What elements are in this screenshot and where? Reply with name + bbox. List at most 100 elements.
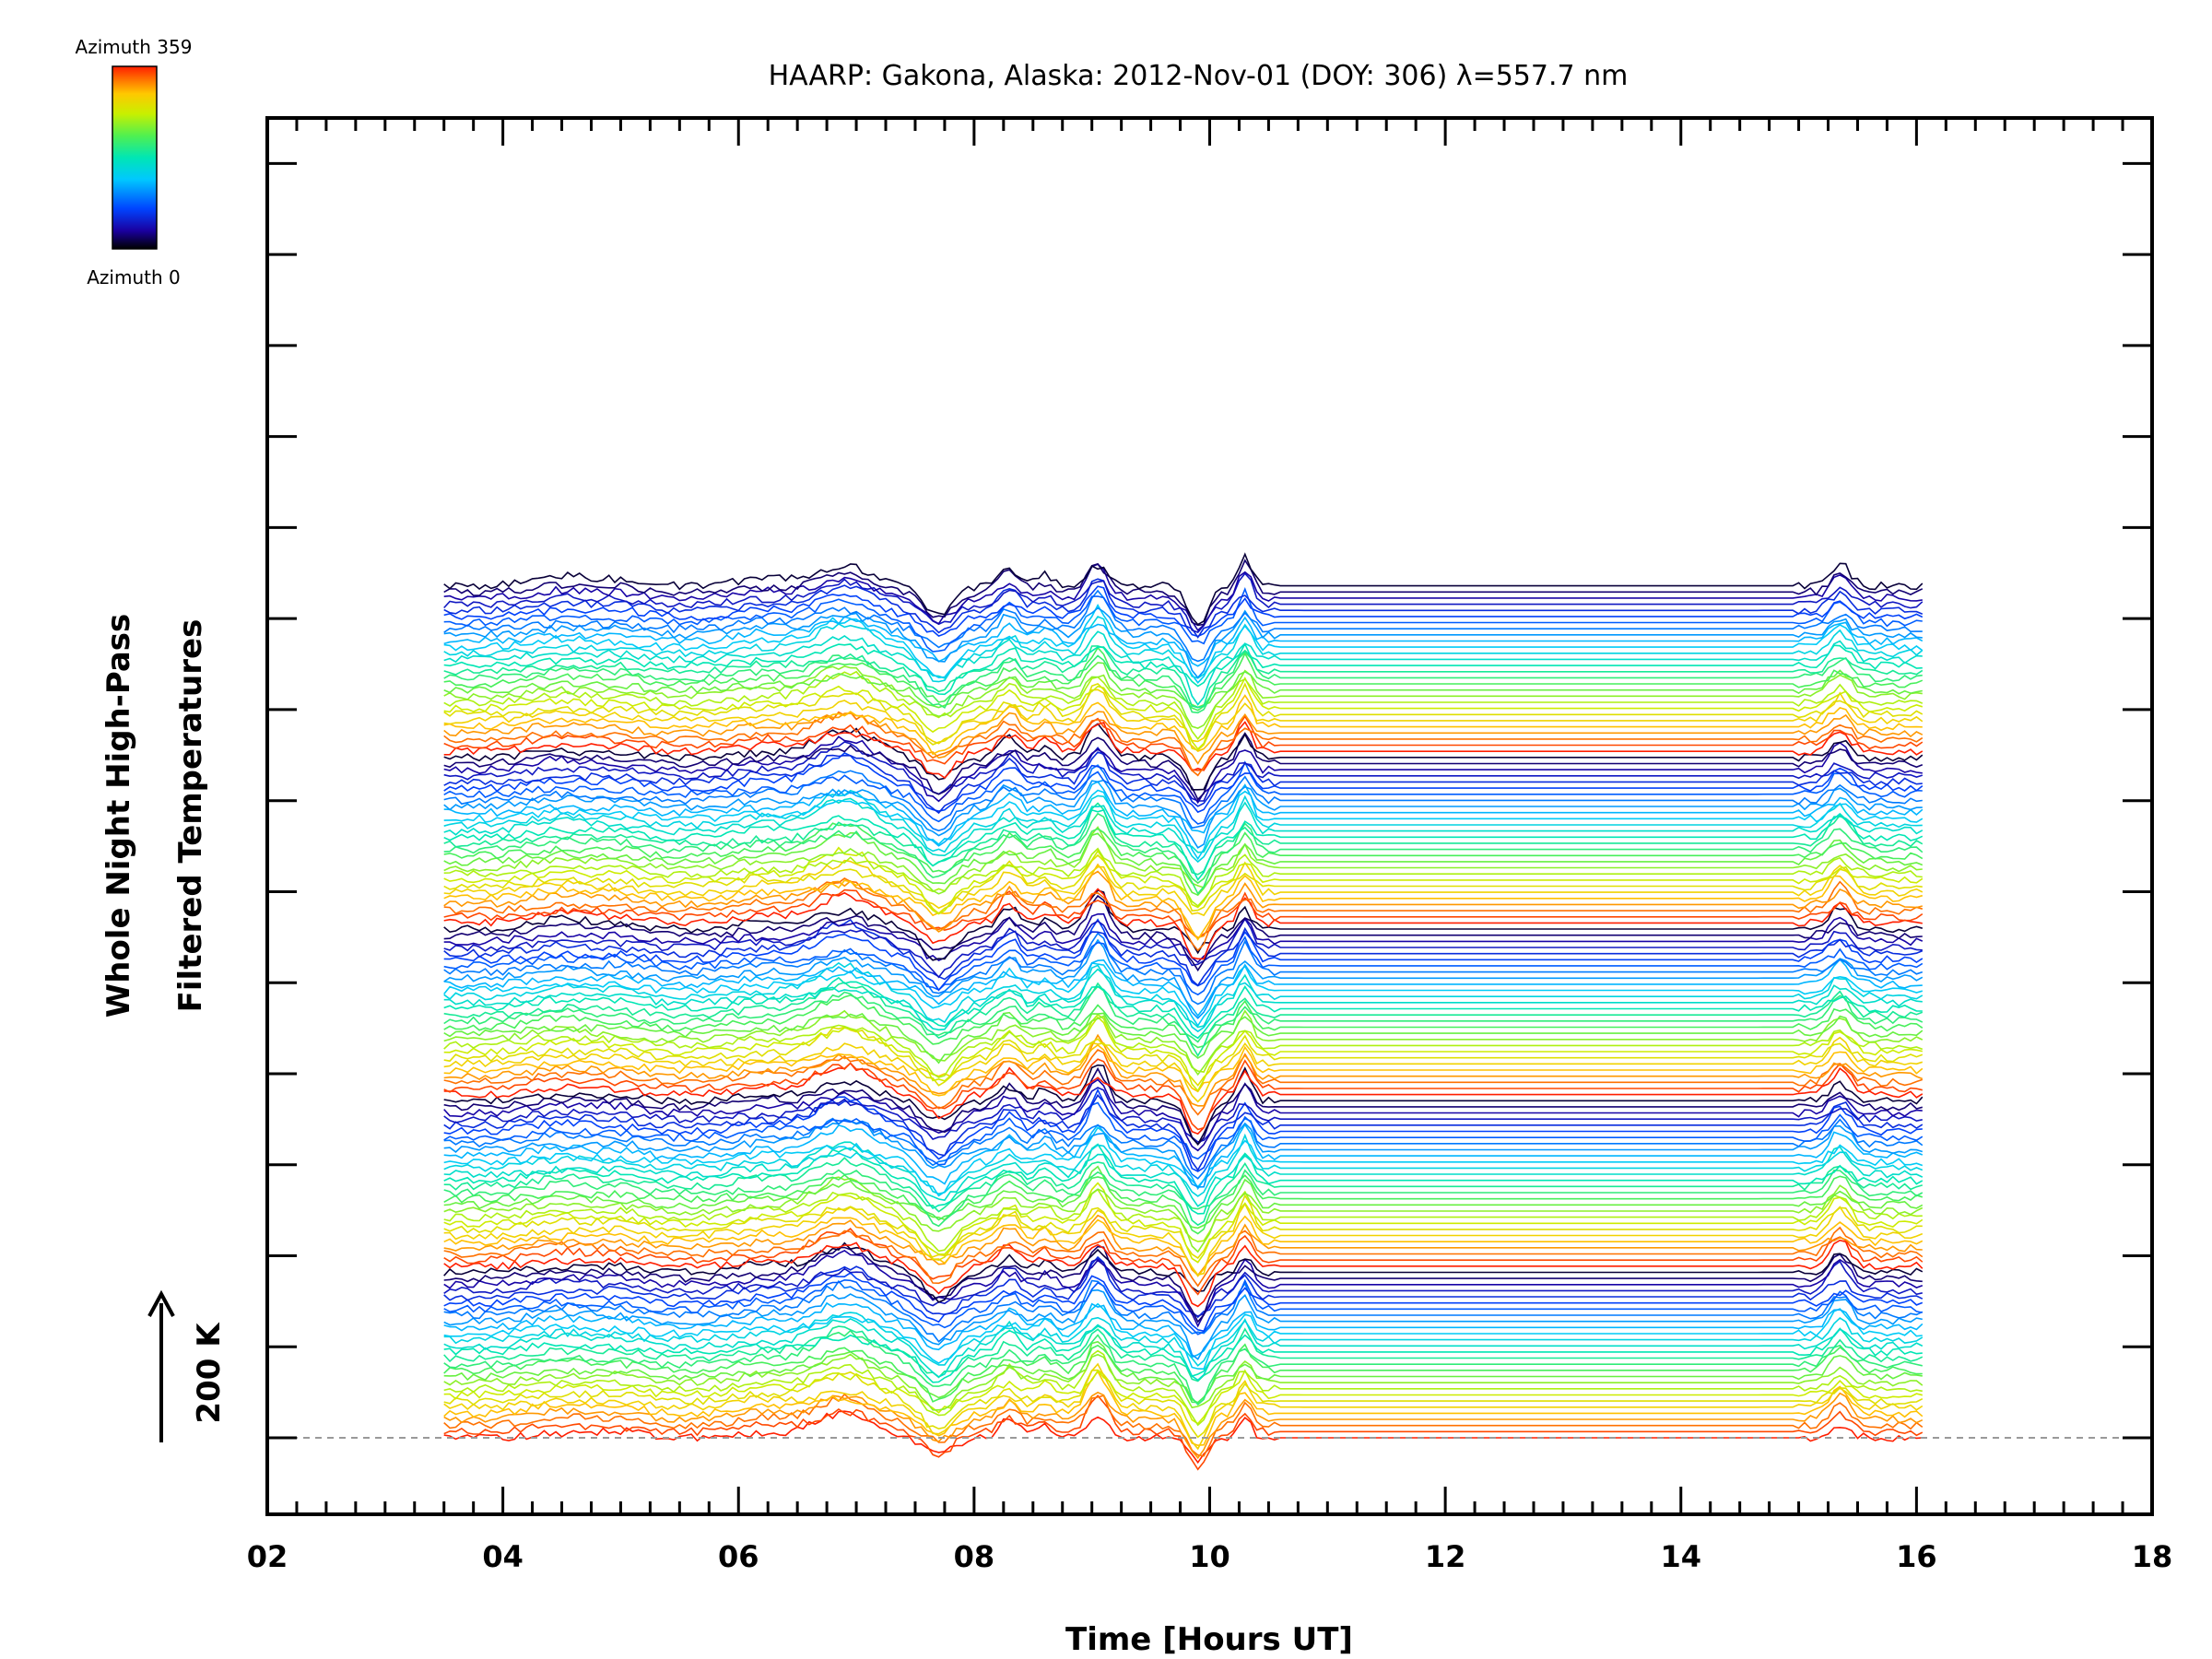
- trace-line: [443, 585, 1924, 638]
- trace-line: [443, 589, 1923, 663]
- trace-line: [443, 1241, 1924, 1303]
- trace-line: [443, 1302, 1923, 1371]
- trace-line: [443, 1255, 1924, 1319]
- trace-line: [443, 646, 1924, 712]
- trace-line: [443, 1182, 1924, 1264]
- trace-line: [443, 616, 1924, 683]
- trace-line: [443, 630, 1923, 706]
- trace-line: [443, 670, 1924, 740]
- trace-line: [443, 1279, 1924, 1343]
- trace-line: [443, 1064, 1924, 1146]
- trace-line: [443, 938, 1924, 1019]
- trace-line: [443, 802, 1924, 876]
- trace-line: [443, 1202, 1924, 1277]
- trace-line: [443, 870, 1923, 939]
- trace-line: [443, 714, 1924, 771]
- trace-line: [443, 1176, 1924, 1253]
- trace-line: [443, 1353, 1924, 1411]
- trace-line: [443, 1228, 1924, 1296]
- trace-line: [443, 789, 1923, 864]
- trace-line: [443, 812, 1924, 896]
- trace-line: [443, 1239, 1924, 1308]
- trace-line: [443, 831, 1924, 897]
- trace-line: [443, 976, 1923, 1040]
- x-tick-label: 04: [482, 1539, 524, 1574]
- trace-line: [443, 822, 1924, 885]
- trace-line: [443, 1088, 1923, 1172]
- azimuth-colorbar: [112, 65, 158, 250]
- trace-line: [443, 918, 1924, 992]
- trace-line: [443, 877, 1924, 952]
- trace-line: [443, 1394, 1924, 1471]
- trace-line: [443, 779, 1923, 849]
- trace-line: [443, 1033, 1924, 1107]
- trace-line: [443, 863, 1924, 941]
- trace-line: [443, 735, 1923, 805]
- colorbar-max-label: Azimuth 359: [76, 36, 193, 58]
- trace-line: [443, 1011, 1924, 1065]
- trace-line: [443, 1214, 1923, 1277]
- trace-line: [443, 1013, 1924, 1078]
- trace-line: [443, 789, 1924, 861]
- trace-line: [443, 760, 1923, 825]
- trace-line: [443, 604, 1924, 684]
- trace-line: [443, 751, 1923, 815]
- trace-line: [443, 662, 1923, 709]
- chart-title: HAARP: Gakona, Alaska: 2012-Nov-01 (DOY:…: [769, 60, 1629, 92]
- trace-line: [443, 1317, 1924, 1382]
- trace-line: [443, 808, 1924, 881]
- trace-line: [443, 559, 1924, 627]
- trace-line: [443, 1048, 1924, 1116]
- trace-line: [443, 1369, 1924, 1439]
- trace-line: [443, 1058, 1923, 1131]
- trace-line: [443, 764, 1923, 832]
- scale-arrow-head: [147, 1289, 175, 1317]
- trace-line: [443, 616, 1924, 667]
- trace-line: [443, 846, 1924, 915]
- trace-line: [443, 847, 1923, 907]
- trace-line: [443, 711, 1924, 777]
- trace-line: [443, 968, 1923, 1031]
- trace-line: [443, 1009, 1924, 1077]
- trace-line: [443, 1245, 1923, 1324]
- trace-line: [443, 994, 1924, 1049]
- trace-line: [443, 982, 1924, 1057]
- trace-line: [443, 694, 1923, 756]
- x-tick-label: 12: [1425, 1539, 1466, 1574]
- trace-line: [443, 1288, 1923, 1360]
- trace-line: [443, 1093, 1924, 1171]
- trace-line: [443, 645, 1924, 709]
- trace-line: [443, 1173, 1924, 1235]
- trace-line: [443, 1141, 1924, 1207]
- trace-line: [443, 1349, 1923, 1427]
- trace-line: [443, 1165, 1924, 1230]
- trace-line: [443, 1343, 1923, 1404]
- y-axis-label-line1: Whole Night High-Pass: [100, 614, 137, 1018]
- trace-line: [443, 918, 1924, 987]
- trace-line: [443, 586, 1923, 653]
- trace-line: [443, 859, 1924, 917]
- trace-line: [443, 894, 1923, 972]
- trace-line: [443, 563, 1923, 632]
- x-tick-label: 10: [1189, 1539, 1230, 1574]
- trace-line: [443, 711, 1924, 765]
- trace-line: [443, 1078, 1923, 1152]
- x-tick-label: 14: [1660, 1539, 1701, 1574]
- trace-line: [443, 688, 1924, 745]
- colorbar-min-label: Azimuth 0: [87, 266, 181, 288]
- trace-line: [443, 1226, 1924, 1288]
- trace-series-group: [443, 552, 1924, 1471]
- trace-line: [443, 781, 1924, 847]
- axis-ticks: [265, 118, 2154, 1514]
- x-tick-labels: 02 04 06 08 10 12 14 16 18: [247, 1539, 2173, 1574]
- y-axis-label-line2: Filtered Temperatures: [172, 619, 209, 1013]
- trace-line: [443, 1133, 1924, 1197]
- trace-line: [443, 1391, 1924, 1460]
- trace-line: [443, 1325, 1923, 1383]
- trace-line: [443, 917, 1923, 979]
- trace-line: [443, 682, 1924, 751]
- trace-line: [443, 1117, 1924, 1180]
- x-tick-label: 02: [247, 1539, 288, 1574]
- trace-line: [443, 606, 1923, 679]
- trace-line: [443, 1278, 1923, 1335]
